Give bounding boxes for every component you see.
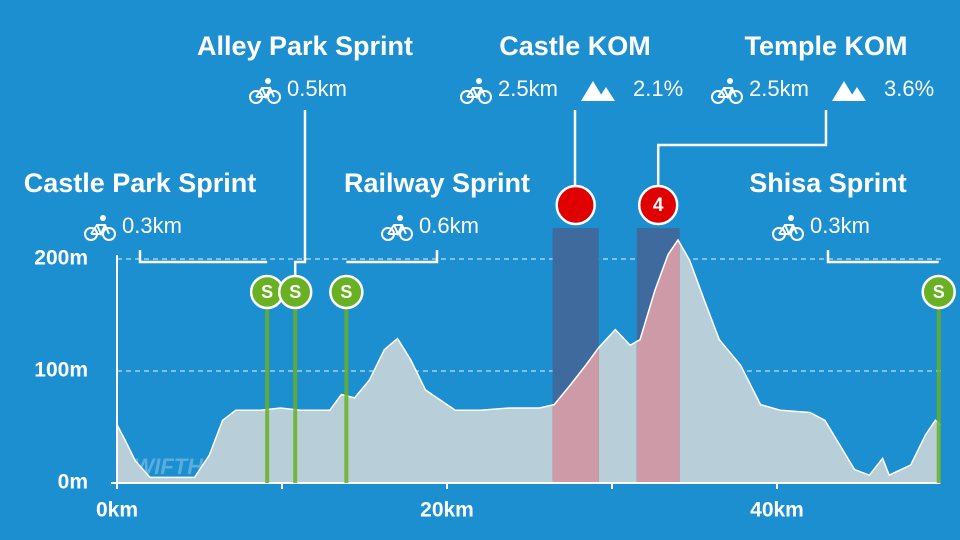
segment-distance: 0.5km [287, 76, 347, 101]
connector [293, 110, 307, 276]
bike-rider-head [788, 215, 794, 221]
connector [346, 250, 439, 264]
bike-frame [387, 224, 407, 237]
mountain-icon [581, 81, 615, 101]
connector [138, 250, 268, 264]
connector [656, 110, 828, 186]
segment-distance: 2.5km [498, 76, 558, 101]
elevation-line [116, 238, 941, 479]
sprint-badge-label: S [933, 282, 945, 302]
segment-distance: 0.6km [419, 213, 479, 238]
elevation-area [117, 239, 941, 483]
segment-distance: 0.3km [122, 213, 182, 238]
bike-wheel [729, 90, 743, 104]
bike-icon [84, 215, 116, 241]
bike-wheel [478, 90, 492, 104]
y-tick-label: 100m [34, 359, 88, 382]
bike-frame [717, 87, 737, 100]
x-tick-label: 0km [96, 499, 138, 522]
mountain-peak [832, 81, 856, 101]
segment-name: Alley Park Sprint [197, 31, 413, 61]
bike-wheel [399, 227, 413, 241]
bike-icon [772, 215, 804, 241]
bike-wheel [790, 227, 804, 241]
segment-name: Railway Sprint [344, 168, 530, 198]
mountain-peak [848, 87, 866, 101]
kom-badge-label: 4 [653, 195, 664, 216]
bike-wheel [267, 90, 281, 104]
kom-badge [637, 184, 679, 226]
bike-rider-head [265, 78, 271, 84]
y-tick-label: 0m [58, 471, 88, 494]
segment-name: Castle Park Sprint [24, 168, 257, 198]
x-tick-label: 20km [420, 499, 474, 522]
y-tick-label: 200m [34, 247, 88, 270]
segment-name: Temple KOM [744, 31, 907, 61]
x-tick-label: 40km [750, 499, 804, 522]
bike-rider-head [727, 78, 733, 84]
bike-frame [255, 87, 275, 100]
bike-frame [466, 87, 486, 100]
bike-icon [249, 78, 281, 104]
sprint-badge [921, 274, 956, 310]
sprint-badge-label: S [261, 282, 273, 302]
sprint-badge [329, 274, 364, 310]
kom-badge [555, 184, 596, 226]
bike-rider-head [100, 215, 106, 221]
bike-rider-head [476, 78, 482, 84]
segment-name: Shisa Sprint [749, 168, 907, 198]
bike-frame [90, 224, 110, 237]
segment-distance: 0.3km [810, 213, 870, 238]
bike-icon [711, 78, 743, 104]
bike-icon [460, 78, 492, 104]
bike-rider-head [397, 215, 403, 221]
segment-grade: 2.1% [633, 76, 683, 101]
segment-grade: 3.6% [884, 76, 934, 101]
connector [826, 250, 939, 264]
segment-name: Castle KOM [499, 31, 651, 61]
sprint-badge-label: S [289, 282, 301, 302]
bike-wheel [102, 227, 116, 241]
segment-distance: 2.5km [749, 76, 809, 101]
mountain-icon [832, 81, 866, 101]
bike-frame [778, 224, 798, 237]
sprint-badge [277, 274, 313, 310]
sprint-badge-label: S [340, 282, 352, 302]
mountain-peak [581, 81, 605, 101]
mountain-peak [597, 87, 615, 101]
bike-icon [381, 215, 413, 241]
